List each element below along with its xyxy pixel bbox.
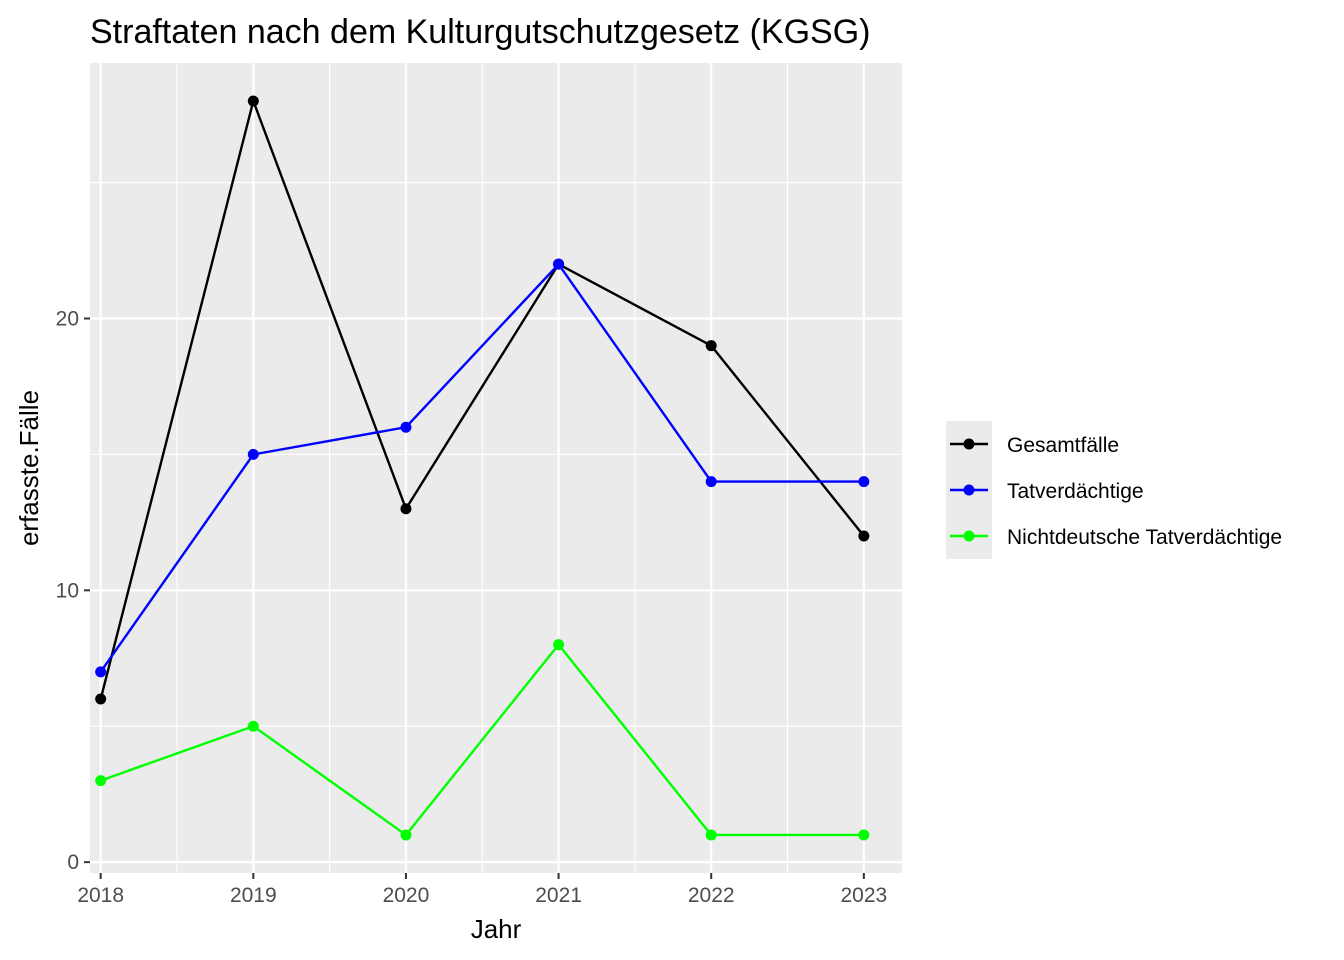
data-point xyxy=(400,503,412,515)
data-point xyxy=(247,720,259,732)
series-line xyxy=(99,262,864,673)
x-tick-label: 2020 xyxy=(383,884,430,907)
data-point xyxy=(858,476,870,488)
series-line xyxy=(100,643,864,837)
x-tick-label: 2023 xyxy=(840,884,887,907)
data-point xyxy=(400,421,412,433)
x-axis-title: Jahr xyxy=(471,914,522,944)
data-point xyxy=(858,829,870,841)
series-3 xyxy=(95,639,870,841)
data-point xyxy=(95,666,107,678)
x-tick-label: 2018 xyxy=(77,884,124,907)
data-point xyxy=(400,829,412,841)
data-point xyxy=(553,258,565,270)
y-axis-title: erfasste.Fälle xyxy=(14,390,44,546)
legend-label: Tatverdächtige xyxy=(1007,480,1144,503)
legend: Gesamtfälle Tatverdächtige Nichtdeutsche T… xyxy=(946,421,1282,559)
y-tick-label: 20 xyxy=(56,308,79,331)
series-line xyxy=(99,99,865,700)
data-point xyxy=(553,639,565,651)
legend-key-point xyxy=(963,438,975,450)
legend-label: Nichtdeutsche Tatverdächtige xyxy=(1007,526,1282,549)
minor-gridlines xyxy=(90,63,902,873)
x-tick-label: 2019 xyxy=(230,884,277,907)
legend-key-point xyxy=(963,484,975,496)
legend-item-3: Nichtdeutsche Tatverdächtige xyxy=(950,526,1282,549)
series-2 xyxy=(95,258,870,678)
chart-title: Straftaten nach dem Kulturgutschutzgeset… xyxy=(90,13,871,51)
x-tick-label: 2022 xyxy=(688,884,735,907)
data-point xyxy=(95,775,107,787)
major-gridlines xyxy=(90,63,902,873)
data-point xyxy=(705,829,717,841)
legend-key-point xyxy=(963,530,975,542)
legend-item-2: Tatverdächtige xyxy=(950,480,1144,503)
y-axis: 0 10 20 xyxy=(56,308,90,874)
legend-item-1: Gesamtfälle xyxy=(950,434,1119,457)
data-point xyxy=(247,448,259,460)
x-axis: 2018 2019 2020 2021 2022 2023 xyxy=(77,873,887,907)
x-tick-label: 2021 xyxy=(535,884,582,907)
series-layer xyxy=(95,95,870,841)
y-tick-label: 0 xyxy=(67,851,79,874)
y-tick-label: 10 xyxy=(56,579,79,602)
data-point xyxy=(705,340,717,352)
data-point xyxy=(95,693,107,705)
data-point xyxy=(247,95,259,107)
plot-panel xyxy=(90,63,902,873)
data-point xyxy=(858,530,870,542)
data-point xyxy=(705,476,717,488)
legend-label: Gesamtfälle xyxy=(1007,434,1119,457)
